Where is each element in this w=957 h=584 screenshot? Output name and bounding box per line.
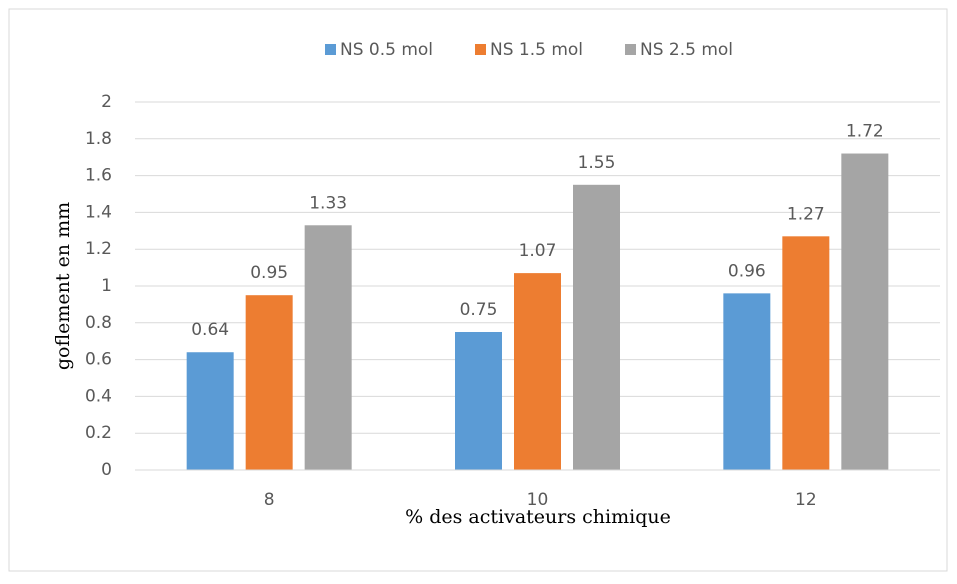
data-label: 1.72 [846,122,884,142]
y-tick-label: 1.6 [85,166,112,186]
data-label: 1.55 [578,153,616,173]
bar [245,295,293,470]
bar [186,352,234,470]
bar [782,236,830,470]
y-tick-label: 0.4 [85,386,112,406]
data-label: 1.33 [309,193,347,213]
y-tick-label: 1.8 [85,129,112,149]
y-axis-title: goflement en mm [52,202,74,370]
x-tick-label: 8 [264,490,275,510]
data-label: 1.07 [519,241,557,261]
data-label: 1.27 [787,204,825,224]
bar [455,332,502,470]
bar [304,225,352,470]
y-tick-label: 1.4 [85,202,112,222]
x-tick-label: 12 [795,490,817,510]
legend-swatch [475,44,486,55]
x-tick-label: 10 [527,490,549,510]
legend-label: NS 0.5 mol [340,40,433,60]
bar [514,273,561,470]
y-tick-label: 0.8 [85,313,112,333]
legend-swatch [325,44,336,55]
legend-swatch [625,44,636,55]
data-label: 0.96 [728,261,766,281]
bar [723,293,771,470]
x-axis-title: % des activateurs chimique [405,506,671,528]
y-tick-label: 0 [101,460,112,480]
legend-label: NS 2.5 mol [640,40,733,60]
y-tick-label: 2 [101,92,112,112]
data-label: 0.95 [250,263,288,283]
data-label: 0.75 [460,300,498,320]
data-label: 0.64 [191,320,229,340]
bar [841,153,889,470]
legend-label: NS 1.5 mol [490,40,583,60]
y-tick-label: 1.2 [85,239,112,259]
bar [573,184,620,471]
y-tick-label: 1 [101,276,112,296]
y-tick-label: 0.2 [85,423,112,443]
y-tick-label: 0.6 [85,350,112,370]
